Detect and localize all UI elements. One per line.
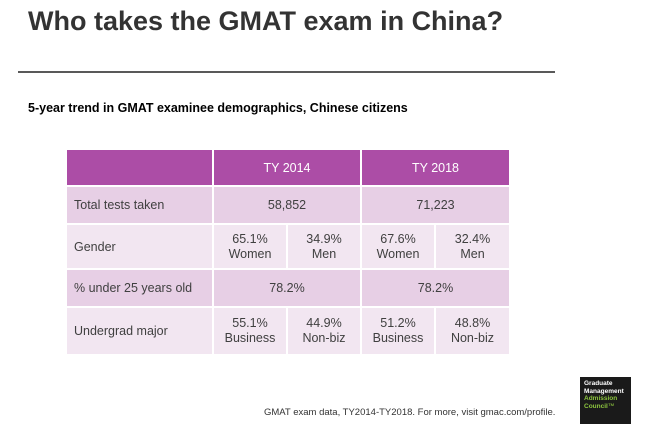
major-2014-nonbiz: 44.9% Non-biz [286, 306, 362, 356]
value-pct: 32.4% [454, 231, 491, 246]
under25-2018: 78.2% [360, 268, 511, 308]
row-total-tests: Total tests taken 58,852 71,223 [65, 185, 511, 225]
gender-2018-men: 32.4% Men [434, 223, 511, 270]
value-pct: 44.9% [306, 316, 342, 330]
row-label: % under 25 years old [65, 268, 214, 308]
logo-line: Council™ [584, 403, 631, 411]
row-undergrad-major: Undergrad major 55.1% Business 44.9% Non… [65, 306, 511, 356]
value-pct: 34.9% [306, 231, 342, 246]
slide-title: Who takes the GMAT exam in China? [28, 6, 504, 36]
header-ty2014: TY 2014 [212, 148, 362, 187]
row-under-25: % under 25 years old 78.2% 78.2% [65, 268, 511, 308]
value-pct: 67.6% [380, 231, 416, 246]
table-header-row: TY 2014 TY 2018 [65, 148, 511, 187]
value-category: Women [228, 246, 272, 261]
total-2014: 58,852 [212, 185, 362, 225]
value-pct: 55.1% [232, 316, 268, 330]
logo-line: Management [584, 387, 624, 395]
logo-trademark: ™ [607, 402, 615, 410]
logo-line: Admission [584, 395, 618, 402]
major-2018-nonbiz: 48.8% Non-biz [434, 306, 511, 356]
logo-line: Graduate [584, 380, 613, 387]
value-pct: 48.8% [454, 316, 491, 330]
gmac-logo: Graduate Management Admission Council™ [580, 377, 631, 424]
value-category: Women [376, 246, 420, 261]
header-ty2018: TY 2018 [360, 148, 511, 187]
major-2014-business: 55.1% Business [212, 306, 288, 356]
value-category: Men [460, 246, 485, 261]
major-2018-business: 51.2% Business [360, 306, 436, 356]
value-pct: 65.1% [232, 231, 268, 246]
row-label: Gender [65, 223, 214, 270]
total-2018: 71,223 [360, 185, 511, 225]
under25-2014: 78.2% [212, 268, 362, 308]
value-category: Non-biz [302, 331, 346, 345]
value-pct: 51.2% [380, 316, 416, 330]
value-category: Men [311, 246, 337, 261]
title-divider [18, 71, 555, 73]
header-empty-cell [65, 148, 214, 187]
row-label: Undergrad major [65, 306, 214, 356]
slide-subtitle: 5-year trend in GMAT examinee demographi… [28, 101, 408, 115]
source-note: GMAT exam data, TY2014-TY2018. For more,… [264, 407, 556, 418]
gender-2018-women: 67.6% Women [360, 223, 436, 270]
row-gender: Gender 65.1% Women 34.9% Men 67.6% Women… [65, 223, 511, 270]
demographics-table: TY 2014 TY 2018 Total tests taken 58,852… [65, 148, 511, 356]
gender-2014-men: 34.9% Men [286, 223, 362, 270]
gender-2014-women: 65.1% Women [212, 223, 288, 270]
value-category: Business [372, 331, 424, 345]
value-category: Business [224, 331, 276, 345]
logo-council: Council [584, 402, 608, 410]
value-category: Non-biz [450, 331, 495, 345]
row-label: Total tests taken [65, 185, 214, 225]
